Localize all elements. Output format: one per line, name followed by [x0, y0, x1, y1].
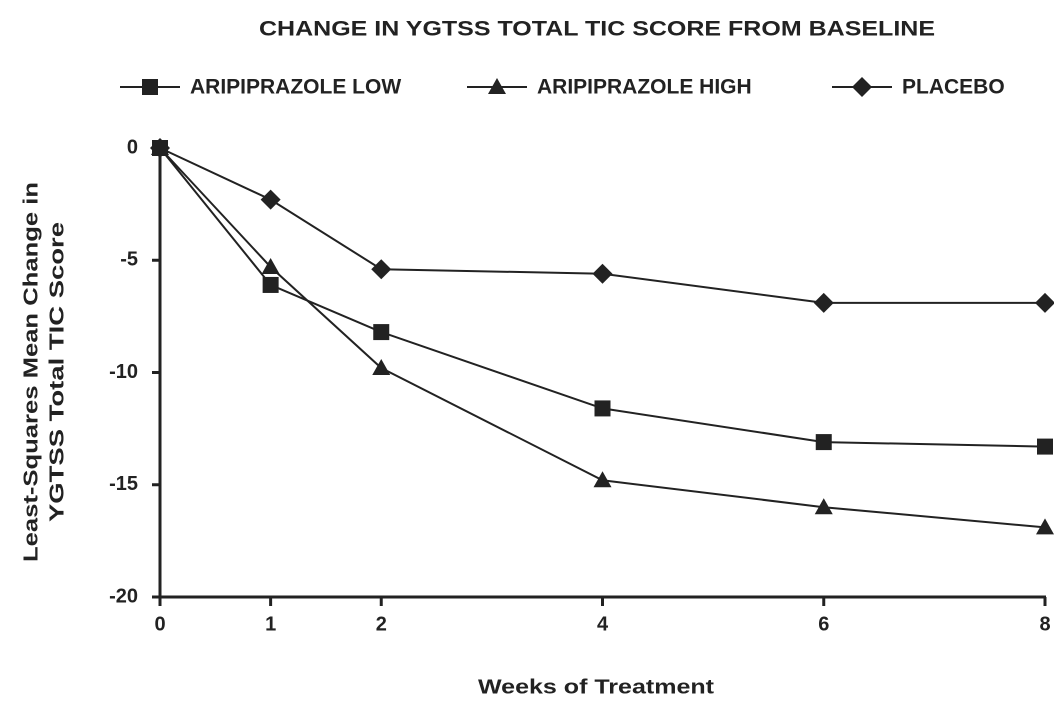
x-tick-label: 1	[265, 613, 276, 635]
marker	[1035, 292, 1054, 313]
y-tick-label: -20	[109, 585, 138, 607]
marker	[261, 257, 280, 274]
marker	[262, 276, 279, 293]
marker	[814, 498, 833, 515]
x-tick-label: 6	[818, 613, 829, 635]
legend-label: PLACEBO	[902, 76, 1005, 99]
y-tick-label: -15	[109, 473, 138, 495]
marker	[142, 79, 158, 95]
marker	[260, 189, 281, 210]
x-tick-label: 4	[597, 613, 609, 635]
series-line	[159, 147, 1045, 304]
marker	[813, 292, 834, 313]
marker	[373, 324, 390, 341]
x-tick-label: 0	[154, 613, 165, 635]
y-tick-label: 0	[127, 136, 138, 158]
x-tick-label: 8	[1039, 613, 1050, 635]
marker	[594, 400, 611, 417]
y-tick-label: -5	[120, 249, 138, 271]
marker	[815, 434, 832, 451]
x-axis-label: Weeks of Treatment	[478, 676, 714, 698]
marker	[150, 138, 170, 158]
series-line	[159, 147, 1046, 529]
legend-label: ARIPIPRAZOLE LOW	[190, 76, 401, 99]
marker	[371, 259, 392, 280]
marker	[372, 359, 391, 376]
y-axis-label: YGTSS Total TIC Score	[46, 222, 68, 522]
marker	[488, 78, 506, 94]
y-tick-label: -10	[109, 361, 138, 383]
legend-label: ARIPIPRAZOLE HIGH	[537, 76, 752, 99]
y-axis-label: Least-Squares Mean Change in	[20, 182, 42, 562]
marker	[1036, 518, 1054, 535]
marker	[592, 263, 613, 284]
marker	[852, 77, 872, 97]
marker	[1037, 438, 1053, 455]
chart-title: CHANGE IN YGTSS TOTAL TIC SCORE FROM BAS…	[259, 18, 935, 41]
x-tick-label: 2	[376, 613, 387, 635]
marker	[593, 471, 612, 488]
series-line	[159, 147, 1046, 448]
